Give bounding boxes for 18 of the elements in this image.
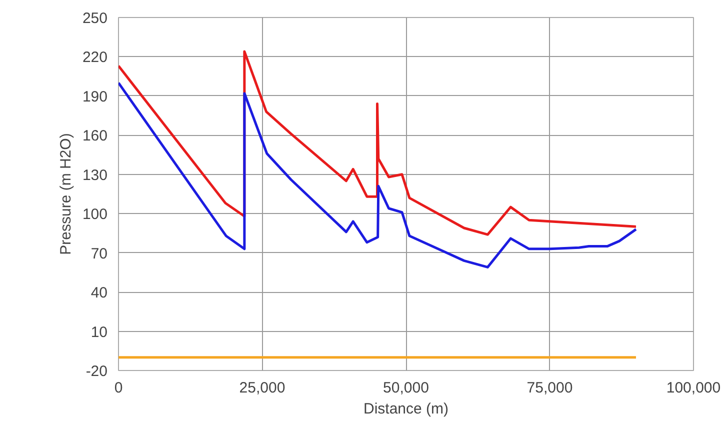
x-tick-label: 0 <box>114 380 123 396</box>
y-tick-label: 190 <box>82 88 108 106</box>
y-tick-label: 130 <box>82 166 108 184</box>
x-tick-label: 25,000 <box>239 380 286 396</box>
y-tick-label: 10 <box>90 324 108 341</box>
x-axis-title: Distance (m) <box>363 400 449 418</box>
line-series <box>118 82 638 268</box>
y-tick-label: 220 <box>82 49 108 66</box>
y-tick-label: -20 <box>86 363 108 380</box>
y-tick-label: 40 <box>90 284 108 302</box>
x-tick-label: 75,000 <box>526 380 573 396</box>
y-axis-title: Pressure (m H2O) <box>57 133 74 255</box>
y-tick-label: 100 <box>82 206 108 224</box>
x-tick-label: 50,000 <box>383 380 429 396</box>
y-tick-label: 70 <box>90 245 108 262</box>
y-tick-label: 250 <box>82 10 108 27</box>
y-tick-label: 160 <box>82 128 108 145</box>
x-tick-label: 100,000 <box>666 380 721 396</box>
